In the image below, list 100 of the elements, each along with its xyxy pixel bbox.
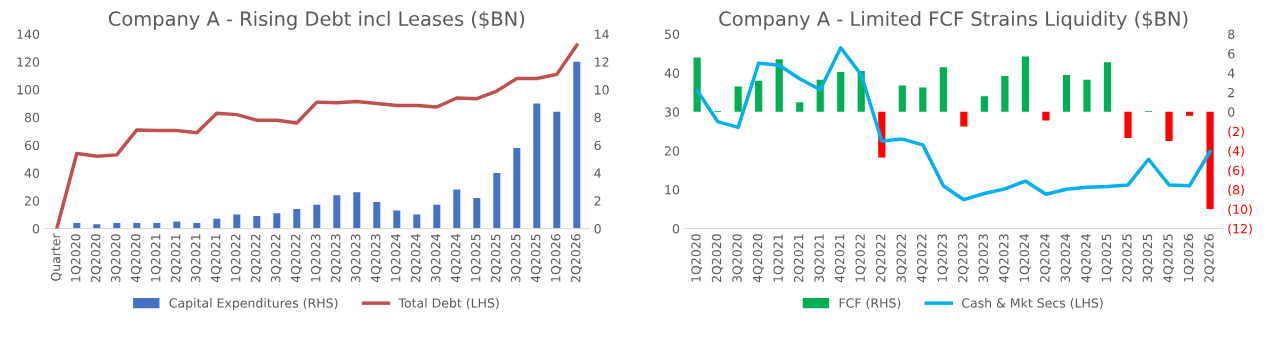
x-tick-label: 2Q2020 [90,234,102,283]
x-tick-label: 4Q2025 [1163,234,1175,283]
bar [837,72,845,112]
y2-tick-label: 6 [594,140,601,151]
bar [533,103,541,229]
y2-tick-label: 0 [1228,107,1235,117]
x-tick-label: 1Q2020 [70,234,82,282]
y-tick-label: 80 [24,112,40,123]
x-tick-label: 1Q2024 [1019,234,1031,282]
y-tick-label: 100 [17,85,40,95]
x-tick-label: 3Q2023 [978,234,990,282]
bar [573,61,581,229]
x-tick-label: 1Q2026 [1183,234,1195,282]
x-tick-label: 2Q2021 [170,234,182,283]
x-tick-label: 3Q2022 [270,234,282,282]
x-tick-label: 2Q2022 [250,234,262,283]
y-tick-label: 0 [672,223,680,234]
chart-title: Company A - Limited FCF Strains Liquidity ($BN) [719,10,1188,30]
y-tick-label: 0 [32,223,40,234]
y2-tick-label: (10) [1228,204,1252,216]
x-tick-label: 1Q2023 [937,234,949,282]
x-tick-label: 1Q2021 [150,234,162,282]
x-tick-label: 2Q2020 [711,234,723,283]
x-tick-label: 1Q2024 [390,234,402,282]
bar [898,85,906,112]
x-tick-label: 1Q2022 [855,234,867,282]
bar [253,215,261,229]
y2-tick-label: 8 [1228,29,1235,40]
x-tick-label: 1Q2022 [230,234,242,282]
bar [1021,56,1030,112]
bar [353,192,361,229]
x-tick-label: 1Q2021 [773,234,785,282]
y-tick-label: 40 [664,68,680,78]
x-tick-label: 1Q2023 [310,234,322,282]
legend-label: Total Debt (LHS) [398,298,499,310]
x-tick-label: 2Q2026 [570,234,582,283]
x-tick-label: 3Q2020 [732,234,744,282]
y-tick-label: 30 [664,107,680,117]
bar [513,147,521,229]
bar [553,111,561,229]
x-tick-label: 2Q2021 [793,234,805,283]
x-tick-label: 4Q2022 [916,234,928,283]
x-tick-label: 4Q2025 [530,234,542,283]
bar [493,172,501,229]
x-tick-label: 2Q2023 [330,234,342,283]
bar [333,195,341,229]
x-tick-label: 3Q2020 [110,234,122,282]
x-tick-label: 4Q2023 [370,234,382,283]
y2-tick-label: 4 [594,168,601,178]
y2-tick-label: (2) [1228,126,1244,138]
x-tick-label: 4Q2021 [210,234,222,283]
x-tick-label: 1Q2025 [470,234,482,282]
y2-tick-label: 2 [594,196,601,206]
bar [1165,111,1173,141]
bar [1062,74,1071,112]
y2-tick-label: 10 [595,85,609,95]
x-tick-label: 3Q2024 [430,234,442,282]
x-tick-label: 3Q2021 [814,234,826,282]
x-tick-label: 3Q2022 [896,234,908,282]
y2-tick-label: 14 [595,29,609,39]
bar [919,87,927,112]
x-tick-label: 4Q2021 [834,234,846,283]
bar [233,214,241,229]
bar [1103,62,1112,112]
x-tick-label: 3Q2025 [510,234,522,282]
y-tick-label: 50 [665,29,680,40]
x-tick-label: 3Q2024 [1060,234,1072,282]
x-tick-label: 1Q2026 [550,234,562,282]
x-tick-label: 1Q2025 [1101,234,1113,282]
bar [1124,111,1132,139]
x-tick-label: 4Q2024 [1081,234,1093,283]
x-tick-label: 4Q2022 [290,234,302,283]
x-tick-label: 2Q2025 [490,234,502,283]
bar [193,222,201,229]
bar [960,111,968,127]
bar [113,222,121,229]
bar [213,218,221,229]
bar [473,197,481,229]
legend-label: Capital Expenditures (RHS) [169,298,338,311]
bar [1042,111,1050,121]
y2-tick-label: 12 [595,57,609,67]
bar [413,214,421,229]
bar [93,224,101,229]
bar [755,80,763,112]
y2-tick-label: 2 [1228,87,1234,98]
bar [153,222,161,229]
bar [73,222,81,229]
y2-tick-label: (12) [1228,223,1252,235]
x-tick-label: 4Q2023 [999,234,1010,283]
x-tick-label: 2Q2022 [875,234,887,283]
y2-tick-label: 8 [594,112,601,123]
y-tick-label: 10 [665,185,680,195]
y-tick-label: 60 [24,140,40,151]
bar [1206,111,1214,210]
line-series [695,45,1212,202]
y2-tick-label: (8) [1228,184,1244,196]
x-tick-label: 3Q2021 [190,234,202,282]
y-tick-label: 20 [664,146,680,156]
bar [313,204,321,229]
bar [1185,111,1194,116]
